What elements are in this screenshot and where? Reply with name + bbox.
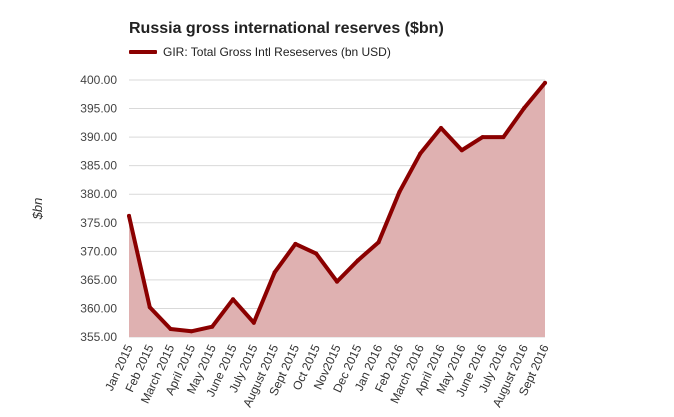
y-tick-label: 390.00 xyxy=(80,130,117,144)
data-point xyxy=(272,270,277,275)
data-point xyxy=(459,148,464,153)
data-point xyxy=(147,305,152,310)
data-point xyxy=(231,297,235,302)
y-axis-label: $bn xyxy=(30,198,45,221)
data-point xyxy=(335,279,339,284)
data-point xyxy=(376,240,381,245)
y-tick-label: 355.00 xyxy=(80,330,117,344)
y-tick-label: 365.00 xyxy=(80,273,117,287)
series-area xyxy=(129,82,545,337)
data-point xyxy=(439,125,443,130)
data-point xyxy=(522,105,527,110)
data-point xyxy=(397,189,402,194)
legend-swatch xyxy=(129,50,157,54)
y-tick-label: 400.00 xyxy=(80,73,117,87)
legend-label: GIR: Total Gross Intl Reseserves (bn USD… xyxy=(163,45,391,59)
data-point xyxy=(168,327,173,332)
legend: GIR: Total Gross Intl Reseserves (bn USD… xyxy=(129,45,391,59)
chart-title: Russia gross international reserves ($bn… xyxy=(129,20,444,37)
data-point xyxy=(543,80,547,85)
y-tick-label: 370.00 xyxy=(80,244,117,258)
y-tick-label: 380.00 xyxy=(80,187,117,201)
y-tick-label: 385.00 xyxy=(80,159,117,173)
data-point xyxy=(355,258,360,263)
y-tick-label: 360.00 xyxy=(80,301,117,315)
data-point xyxy=(293,241,298,246)
data-point xyxy=(127,213,131,218)
data-point xyxy=(501,135,506,140)
y-tick-label: 375.00 xyxy=(80,216,117,230)
data-point xyxy=(251,320,256,325)
data-point xyxy=(189,329,194,334)
y-tick-label: 395.00 xyxy=(80,102,117,116)
data-point xyxy=(418,151,423,156)
data-point xyxy=(480,135,485,140)
data-point xyxy=(314,251,319,256)
data-point xyxy=(210,324,215,329)
